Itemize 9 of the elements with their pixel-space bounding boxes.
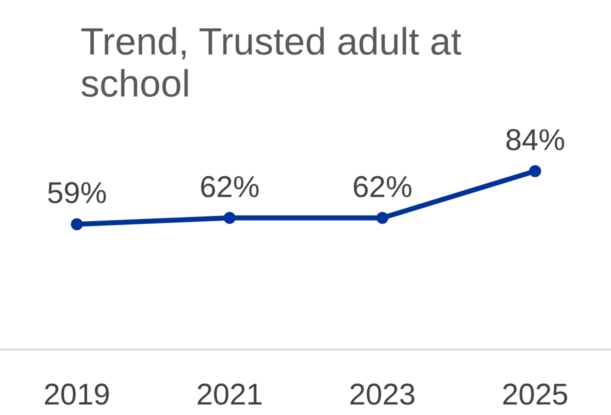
data-label: 84% [505,124,566,158]
chart-title: Trend, Trusted adult at school [80,22,462,106]
x-tick-label: 2025 [502,378,569,412]
x-tick-label: 2023 [349,378,416,412]
x-tick-label: 2019 [44,378,110,412]
data-label: 62% [352,170,412,204]
x-tick-label: 2021 [196,378,264,412]
data-label: 59% [46,177,107,210]
data-label: 62% [200,170,260,204]
